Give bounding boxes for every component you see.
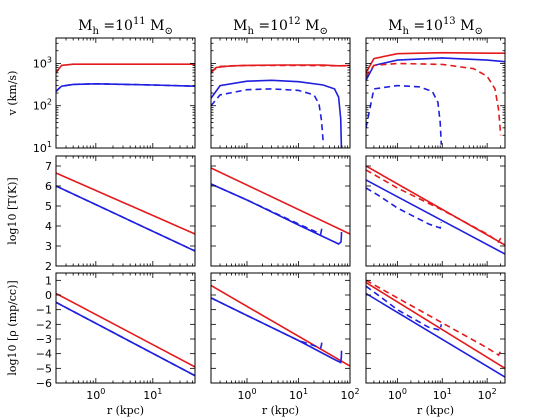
series-line-blue-dashed: [56, 82, 195, 92]
series-line-red-solid: [366, 51, 505, 74]
panel-frame: [55, 37, 196, 149]
series-line-red-solid: [56, 63, 195, 74]
y-tick-label: 7: [45, 160, 52, 173]
panel-frame: [55, 272, 196, 384]
xlabel-3: r (kpc): [417, 404, 454, 417]
panel-1-2: [210, 37, 351, 149]
column-title-2: Mh =1012 M⊙: [233, 16, 328, 37]
series-line-blue-dashed: [211, 88, 324, 141]
series-line-red-solid: [211, 167, 350, 235]
y-tick-label: −3: [36, 333, 52, 346]
y-tick-label: 0: [45, 289, 52, 302]
x-tick-label: 100: [86, 387, 105, 402]
series-group: [56, 172, 195, 252]
x-tick-label: 101: [289, 387, 308, 402]
series-group: [366, 279, 505, 378]
series-line-blue-dashed: [56, 301, 195, 377]
y-tick-label: 3: [45, 240, 52, 253]
column-title-1: Mh =1011 M⊙: [78, 16, 173, 37]
panel-frame: [365, 155, 506, 267]
ylabel-temperature: log10 [T(K)]: [6, 177, 19, 244]
panel-frame: [365, 272, 506, 384]
series-group: [211, 284, 350, 367]
series-group: [211, 167, 350, 245]
x-tick-label: 101: [433, 387, 452, 402]
panel-2-2: [210, 155, 351, 267]
series-line-red-solid: [56, 292, 195, 368]
panel-frame: [365, 37, 506, 149]
series-line-blue-dashed: [366, 187, 443, 230]
series-line-blue-solid: [211, 79, 343, 148]
series-group: [211, 64, 350, 148]
panel-3-1: 100 101 −6 −5−4 −3 −2−1 0 1: [36, 272, 196, 402]
ylabel-density: log10 [ρ (mp/cc)]: [6, 280, 19, 375]
panel-2-3: [365, 155, 506, 267]
series-line-blue-dashed: [366, 84, 443, 145]
x-tick-label: 100: [237, 387, 256, 402]
series-line-blue-dashed: [211, 297, 323, 349]
series-line-red-solid: [366, 281, 505, 369]
series-line-red-dashed: [366, 279, 502, 357]
y-tick-label: 101: [33, 140, 52, 155]
panel-frame: [210, 37, 351, 149]
series-line-blue-solid: [366, 292, 505, 378]
series-line-blue-solid: [211, 183, 343, 245]
series-line-blue-dashed: [56, 185, 195, 252]
series-line-red-dashed: [211, 64, 350, 73]
panel-frame: [55, 155, 196, 267]
series-line-red-solid: [56, 172, 195, 235]
panel-3-2: 100 101 102: [210, 272, 360, 402]
panel-frame: [210, 272, 351, 384]
y-tick-label: 102: [33, 98, 52, 113]
column-title-3: Mh =1013 M⊙: [388, 16, 483, 37]
series-line-red-solid: [211, 284, 350, 367]
x-tick-label: 100: [388, 387, 407, 402]
panel-3-3: 100 101 102: [365, 272, 506, 402]
y-tick-label: −1: [36, 304, 52, 317]
y-tick-label: 1: [45, 274, 52, 287]
panel-2-1: 2 3 4 5 6 7: [45, 155, 196, 273]
y-tick-label: 2: [45, 260, 52, 273]
xlabel-2: r (kpc): [262, 404, 299, 417]
y-tick-label: 6: [45, 180, 52, 193]
xlabel-1: r (kpc): [107, 404, 144, 417]
series-line-blue-solid: [366, 179, 505, 255]
x-tick-label: 102: [478, 387, 497, 402]
x-tick-label: 101: [143, 387, 162, 402]
y-tick-label: −4: [36, 348, 52, 361]
ylabel-velocity: v (km/s): [6, 71, 19, 117]
series-line-red-dashed: [366, 169, 502, 244]
series-line-blue-solid: [366, 57, 505, 81]
series-line-red-dashed: [366, 62, 502, 136]
series-line-blue-dashed: [366, 285, 443, 332]
y-tick-label: −5: [36, 362, 52, 375]
y-tick-label: 4: [45, 220, 52, 233]
x-tick-label: 102: [340, 387, 359, 402]
panel-1-3: [365, 37, 506, 149]
series-group: [366, 165, 505, 255]
series-line-blue-dashed: [211, 183, 323, 236]
y-tick-label: −6: [36, 377, 52, 390]
series-group: [56, 63, 195, 92]
series-group: [366, 51, 505, 145]
panel-frame: [210, 155, 351, 267]
panel-1-1: 101 102 103: [33, 37, 196, 155]
y-tick-label: −2: [36, 318, 52, 331]
series-group: [56, 292, 195, 377]
y-tick-label: 5: [45, 200, 52, 213]
y-tick-label: 103: [33, 55, 52, 70]
